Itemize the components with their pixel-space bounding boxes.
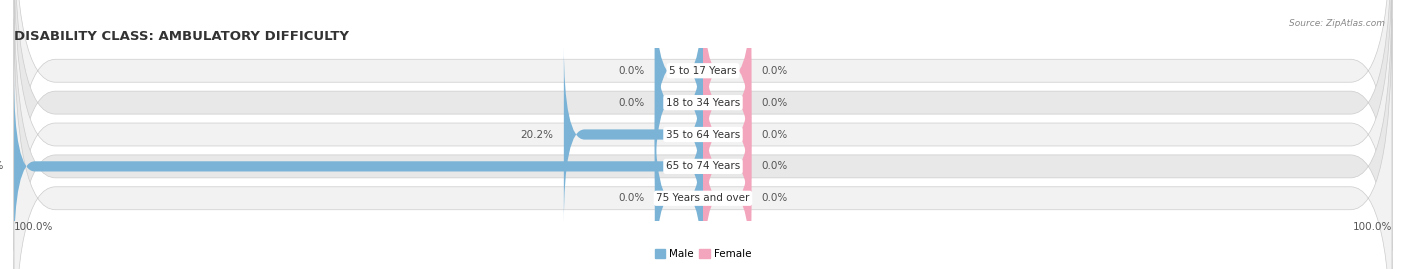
- Text: 0.0%: 0.0%: [619, 193, 644, 203]
- FancyBboxPatch shape: [703, 12, 751, 193]
- FancyBboxPatch shape: [703, 0, 751, 161]
- Text: 0.0%: 0.0%: [619, 98, 644, 108]
- FancyBboxPatch shape: [655, 0, 703, 161]
- Text: 100.0%: 100.0%: [14, 222, 53, 232]
- Text: 100.0%: 100.0%: [0, 161, 4, 171]
- Text: 0.0%: 0.0%: [762, 161, 787, 171]
- Text: 0.0%: 0.0%: [762, 98, 787, 108]
- Text: 18 to 34 Years: 18 to 34 Years: [666, 98, 740, 108]
- FancyBboxPatch shape: [14, 0, 1392, 269]
- Text: 75 Years and over: 75 Years and over: [657, 193, 749, 203]
- Text: 100.0%: 100.0%: [1353, 222, 1392, 232]
- FancyBboxPatch shape: [14, 19, 1392, 269]
- Text: 0.0%: 0.0%: [762, 129, 787, 140]
- Legend: Male, Female: Male, Female: [651, 245, 755, 264]
- FancyBboxPatch shape: [14, 0, 1392, 250]
- FancyBboxPatch shape: [655, 12, 703, 193]
- Text: 0.0%: 0.0%: [619, 66, 644, 76]
- FancyBboxPatch shape: [564, 44, 703, 225]
- Text: Source: ZipAtlas.com: Source: ZipAtlas.com: [1289, 19, 1385, 28]
- Text: DISABILITY CLASS: AMBULATORY DIFFICULTY: DISABILITY CLASS: AMBULATORY DIFFICULTY: [14, 30, 349, 43]
- FancyBboxPatch shape: [14, 0, 1392, 269]
- Text: 35 to 64 Years: 35 to 64 Years: [666, 129, 740, 140]
- FancyBboxPatch shape: [703, 76, 751, 257]
- FancyBboxPatch shape: [14, 0, 1392, 269]
- FancyBboxPatch shape: [703, 44, 751, 225]
- FancyBboxPatch shape: [703, 108, 751, 269]
- Text: 0.0%: 0.0%: [762, 193, 787, 203]
- Text: 20.2%: 20.2%: [520, 129, 554, 140]
- FancyBboxPatch shape: [14, 76, 703, 257]
- Text: 5 to 17 Years: 5 to 17 Years: [669, 66, 737, 76]
- Text: 0.0%: 0.0%: [762, 66, 787, 76]
- FancyBboxPatch shape: [655, 108, 703, 269]
- Text: 65 to 74 Years: 65 to 74 Years: [666, 161, 740, 171]
